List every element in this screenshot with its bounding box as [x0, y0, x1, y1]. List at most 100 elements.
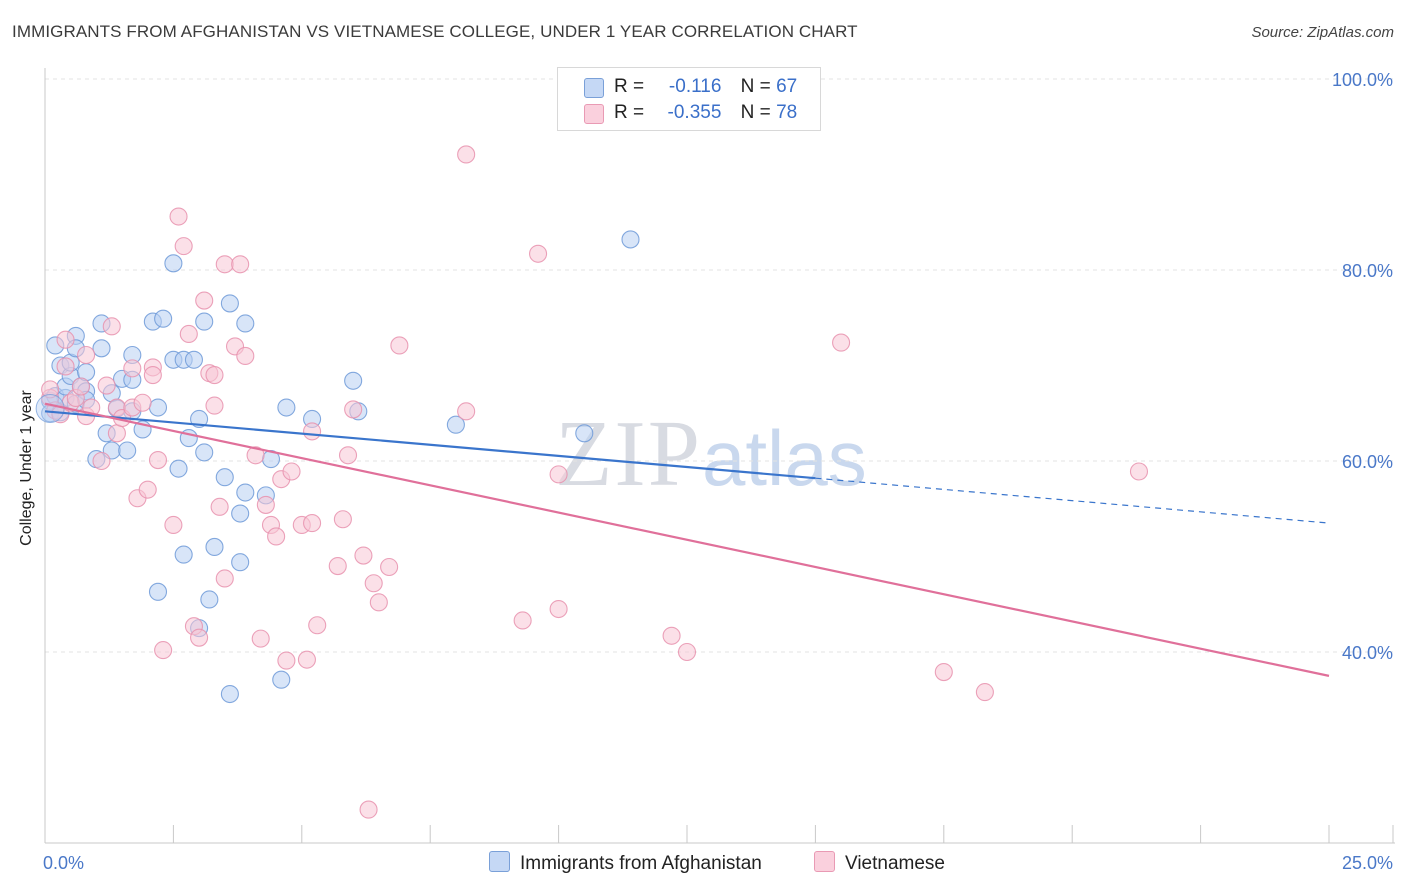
point-afghanistan [148, 398, 168, 417]
point-vietnamese [71, 377, 91, 396]
watermark-zip: ZIP [555, 402, 702, 506]
y-tick-label: 80.0% [1342, 261, 1393, 281]
point-afghanistan [195, 312, 214, 331]
point-vietnamese [457, 402, 476, 421]
point-afghanistan [174, 545, 193, 564]
point-vietnamese [97, 376, 116, 395]
point-afghanistan [164, 254, 183, 273]
point-vietnamese [513, 611, 532, 630]
point-afghanistan [272, 670, 291, 689]
point-vietnamese [354, 546, 373, 565]
point-afghanistan [220, 294, 239, 313]
point-afghanistan [231, 553, 250, 572]
y-tick-label: 100.0% [1332, 70, 1393, 90]
point-vietnamese [102, 317, 121, 336]
point-vietnamese [164, 515, 183, 535]
trendline-afghanistan-extension [815, 477, 1330, 524]
point-vietnamese [297, 650, 316, 669]
point-afghanistan [621, 230, 640, 249]
point-vietnamese [380, 557, 399, 577]
point-afghanistan [118, 441, 137, 460]
point-vietnamese [236, 346, 255, 366]
watermark-atlas: atlas [702, 414, 867, 502]
legend-r-label: R = [614, 76, 645, 97]
point-afghanistan [236, 314, 255, 333]
point-vietnamese [549, 465, 568, 484]
point-afghanistan [92, 339, 111, 358]
point-vietnamese [195, 291, 214, 310]
legend-n-label: N = [740, 102, 771, 123]
legend-swatch-blue [584, 78, 604, 98]
point-vietnamese [677, 642, 697, 662]
point-afghanistan-cluster [35, 393, 65, 423]
point-vietnamese [303, 514, 322, 533]
point-afghanistan [190, 409, 209, 429]
point-vietnamese [41, 380, 60, 399]
point-vietnamese [148, 450, 168, 470]
x-tick-label-min: 0.0% [43, 853, 84, 873]
x-tick-label-max: 25.0% [1342, 853, 1393, 873]
point-vietnamese [205, 396, 224, 415]
bottom-legend-label-afghanistan: Immigrants from Afghanistan [520, 853, 762, 874]
point-vietnamese [303, 422, 322, 441]
point-vietnamese [174, 237, 193, 256]
point-vietnamese [251, 629, 270, 648]
bottom-legend-label-vietnamese: Vietnamese [845, 853, 945, 874]
point-vietnamese [832, 333, 851, 352]
point-vietnamese [215, 569, 234, 588]
point-afghanistan [169, 459, 188, 478]
legend-stats-vietnamese: R = -0.355 N = 78 [614, 102, 797, 124]
point-vietnamese [123, 359, 142, 378]
point-vietnamese [277, 651, 296, 670]
point-vietnamese [77, 345, 96, 365]
point-vietnamese [344, 400, 363, 419]
y-tick-label: 40.0% [1342, 643, 1393, 663]
trendline-afghanistan [44, 410, 816, 480]
point-afghanistan [205, 537, 224, 557]
point-vietnamese [138, 480, 157, 499]
point-afghanistan [446, 415, 465, 434]
point-afghanistan [220, 684, 239, 704]
point-afghanistan [236, 483, 255, 502]
point-vietnamese [205, 365, 224, 385]
point-afghanistan [277, 398, 296, 417]
point-afghanistan [154, 309, 173, 328]
point-vietnamese [256, 495, 275, 514]
point-vietnamese [328, 556, 347, 576]
point-vietnamese [56, 330, 75, 349]
point-vietnamese [210, 497, 229, 516]
bottom-legend-vietnamese: Vietnamese [814, 851, 945, 875]
point-afghanistan [344, 371, 363, 390]
correlation-legend: R = -0.116 N = 67 R = -0.355 N = 78 [557, 67, 821, 131]
point-vietnamese [359, 800, 378, 819]
point-vietnamese [92, 451, 111, 471]
y-tick-label: 60.0% [1342, 452, 1393, 472]
point-vietnamese [107, 424, 126, 443]
point-afghanistan [148, 582, 168, 601]
point-vietnamese [143, 365, 162, 385]
point-vietnamese [246, 446, 265, 465]
point-vietnamese [215, 255, 234, 274]
chart-title: IMMIGRANTS FROM AFGHANISTAN VS VIETNAMES… [12, 22, 858, 41]
point-vietnamese [1129, 462, 1149, 481]
point-vietnamese [662, 626, 681, 645]
legend-r-value: -0.116 [668, 76, 722, 97]
point-afghanistan [231, 504, 250, 523]
bottom-legend-afghanistan: Immigrants from Afghanistan [489, 851, 762, 875]
legend-stats-afghanistan: R = -0.116 N = 67 [614, 76, 797, 98]
point-vietnamese [338, 446, 358, 465]
point-vietnamese [267, 527, 286, 546]
point-vietnamese [975, 683, 994, 702]
point-afghanistan [195, 443, 214, 462]
point-afghanistan [184, 350, 203, 369]
point-vietnamese [529, 244, 548, 263]
legend-r-value: -0.355 [667, 102, 722, 123]
legend-swatch-pink [584, 104, 604, 124]
point-vietnamese [282, 462, 301, 481]
point-vietnamese [169, 207, 188, 226]
point-vietnamese [369, 593, 388, 612]
trendline-vietnamese [44, 402, 1330, 677]
point-vietnamese [457, 145, 476, 164]
source-credit: Source: ZipAtlas.com [1251, 24, 1394, 41]
